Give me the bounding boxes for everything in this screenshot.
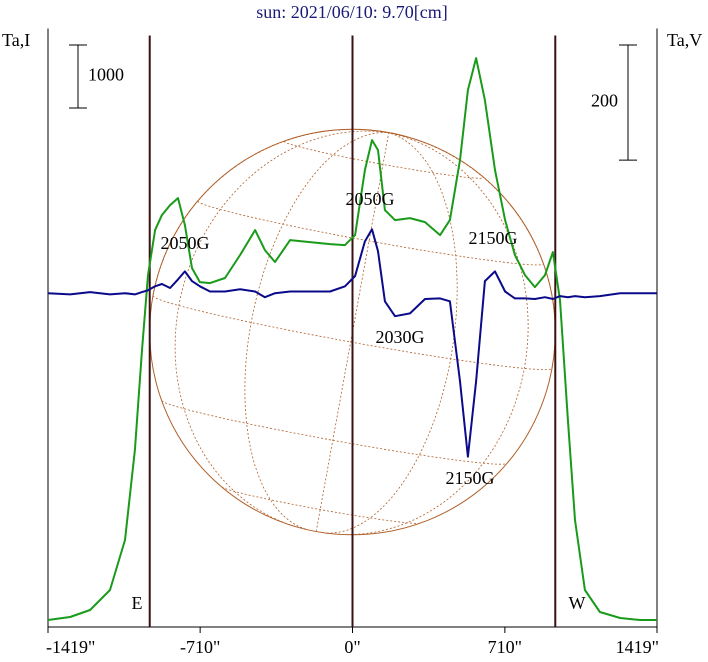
disk-grid bbox=[174, 130, 389, 528]
scale-bar-label: 200 bbox=[591, 91, 618, 111]
annotation: W bbox=[569, 593, 586, 613]
y-axis-label: Ta,I bbox=[2, 30, 30, 50]
disk-grid bbox=[334, 132, 529, 535]
x-tick-label: 0" bbox=[344, 637, 360, 657]
annotation: 2030G bbox=[376, 327, 425, 347]
disk-grid bbox=[152, 129, 389, 296]
series-line bbox=[47, 228, 657, 458]
y2-axis-label: Ta,V bbox=[667, 30, 702, 50]
annotation: 2150G bbox=[446, 468, 495, 488]
x-tick-label: -710" bbox=[180, 637, 220, 657]
annotation: 2150G bbox=[469, 228, 518, 248]
series-line bbox=[47, 57, 657, 621]
chart-title: sun: 2021/06/10: 9.70[cm] bbox=[256, 2, 448, 22]
annotation: E bbox=[132, 593, 143, 613]
disk-grid bbox=[326, 132, 458, 534]
x-tick-label: -1419" bbox=[46, 637, 95, 657]
disk-grid bbox=[283, 140, 485, 179]
x-tick-label: 710" bbox=[488, 637, 522, 657]
disk-grid bbox=[161, 400, 507, 465]
disk-grid bbox=[221, 486, 421, 524]
scale-bar-label: 1000 bbox=[88, 65, 124, 85]
disk-grid bbox=[244, 132, 389, 530]
disk-grid bbox=[388, 132, 395, 134]
annotation: 2050G bbox=[346, 189, 395, 209]
annotation: 2050G bbox=[161, 233, 210, 253]
x-tick-label: 1419" bbox=[616, 637, 659, 657]
